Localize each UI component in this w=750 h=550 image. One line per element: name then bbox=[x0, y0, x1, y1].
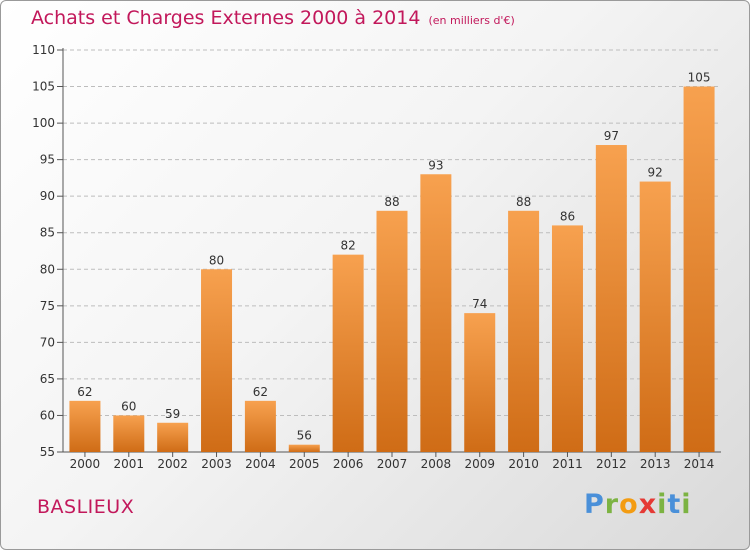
bar-value-label: 105 bbox=[688, 71, 711, 85]
x-tick-label: 2006 bbox=[333, 457, 364, 471]
x-tick-label: 2011 bbox=[552, 457, 583, 471]
logo-letter: r bbox=[604, 489, 620, 520]
bar bbox=[332, 254, 364, 452]
y-tick-label: 60 bbox=[40, 408, 55, 422]
logo-letter: o bbox=[619, 489, 639, 520]
logo-letter: i bbox=[681, 489, 692, 520]
x-tick-label: 2007 bbox=[377, 457, 408, 471]
bar-value-label: 88 bbox=[384, 195, 399, 209]
x-tick-label: 2000 bbox=[70, 457, 101, 471]
proxiti-logo: Proxiti bbox=[584, 489, 692, 520]
commune-name: BASLIEUX bbox=[37, 496, 135, 518]
bar bbox=[551, 225, 583, 452]
bar bbox=[683, 86, 715, 452]
title-row: Achats et Charges Externes 2000 à 2014 (e… bbox=[31, 7, 515, 29]
logo-letter: t bbox=[667, 489, 682, 520]
bar bbox=[157, 422, 189, 452]
bar bbox=[376, 210, 408, 452]
y-tick-label: 90 bbox=[40, 189, 55, 203]
x-tick-label: 2002 bbox=[157, 457, 188, 471]
x-tick-label: 2004 bbox=[245, 457, 276, 471]
bar bbox=[69, 400, 101, 452]
x-tick-label: 2008 bbox=[421, 457, 452, 471]
x-tick-label: 2005 bbox=[289, 457, 320, 471]
bar bbox=[464, 313, 496, 452]
y-tick-label: 110 bbox=[32, 43, 55, 57]
bar-value-label: 62 bbox=[77, 385, 92, 399]
y-tick-label: 55 bbox=[40, 445, 55, 459]
y-tick-label: 100 bbox=[32, 116, 55, 130]
chart-unit: (en milliers d'€) bbox=[428, 14, 515, 27]
bar bbox=[420, 174, 452, 452]
x-tick-label: 2013 bbox=[640, 457, 671, 471]
bar-value-label: 59 bbox=[165, 407, 180, 421]
bar-value-label: 97 bbox=[604, 129, 619, 143]
bar bbox=[244, 400, 276, 452]
logo-letter: i bbox=[657, 489, 668, 520]
bar bbox=[639, 181, 671, 452]
logo-letter: x bbox=[638, 489, 658, 520]
logo-letter: P bbox=[584, 489, 605, 520]
bar bbox=[508, 210, 540, 452]
bar-value-label: 93 bbox=[428, 158, 443, 172]
x-tick-label: 2003 bbox=[201, 457, 232, 471]
bar-value-label: 80 bbox=[209, 253, 224, 267]
y-tick-label: 75 bbox=[40, 299, 55, 313]
bar-value-label: 86 bbox=[560, 209, 575, 223]
bar bbox=[288, 444, 320, 452]
chart-title: Achats et Charges Externes 2000 à 2014 bbox=[31, 7, 421, 29]
x-tick-label: 2014 bbox=[684, 457, 715, 471]
y-tick-label: 70 bbox=[40, 335, 55, 349]
bar-value-label: 74 bbox=[472, 297, 487, 311]
y-tick-label: 85 bbox=[40, 226, 55, 240]
bar bbox=[113, 415, 145, 452]
bar-value-label: 92 bbox=[648, 166, 663, 180]
bar-value-label: 62 bbox=[253, 385, 268, 399]
y-tick-label: 65 bbox=[40, 372, 55, 386]
y-tick-label: 95 bbox=[40, 153, 55, 167]
x-tick-label: 2012 bbox=[596, 457, 627, 471]
y-tick-label: 80 bbox=[40, 262, 55, 276]
bar bbox=[201, 269, 233, 452]
bar-value-label: 56 bbox=[297, 429, 312, 443]
x-tick-label: 2010 bbox=[508, 457, 539, 471]
y-tick-label: 105 bbox=[32, 80, 55, 94]
x-tick-label: 2009 bbox=[464, 457, 495, 471]
bar bbox=[595, 145, 627, 452]
bar-value-label: 60 bbox=[121, 399, 136, 413]
bar-value-label: 82 bbox=[340, 239, 355, 253]
bar-value-label: 88 bbox=[516, 195, 531, 209]
x-tick-label: 2001 bbox=[114, 457, 145, 471]
